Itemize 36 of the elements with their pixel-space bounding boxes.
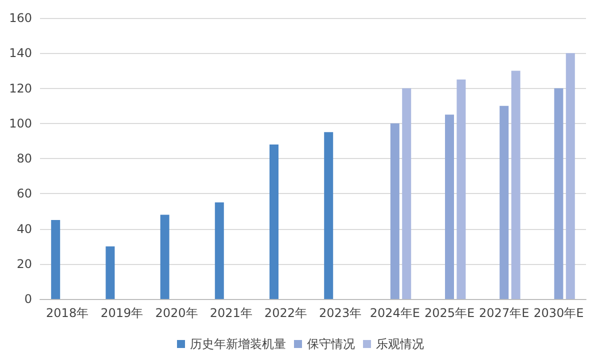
y-tick-label: 0 [24, 292, 32, 306]
x-tick-label: 2021年 [210, 306, 252, 320]
y-tick-label: 80 [16, 152, 32, 166]
x-tick-label: 2019年 [100, 306, 144, 320]
bar [270, 144, 278, 299]
bar [106, 246, 115, 299]
y-tick-label: 20 [16, 256, 32, 271]
x-tick-label: 2027年E [479, 306, 530, 320]
bar [402, 88, 412, 299]
bar [500, 106, 509, 299]
legend-label: 保守情况 [307, 337, 355, 351]
y-tick-label: 40 [16, 222, 32, 236]
bar [554, 88, 564, 299]
bar [51, 220, 60, 299]
bar [511, 70, 520, 299]
bar [324, 132, 334, 299]
legend-label: 历史年新增装机量 [190, 337, 286, 351]
bar [214, 202, 224, 299]
y-tick-label: 120 [9, 81, 32, 96]
x-tick-label: 2022年 [264, 306, 307, 320]
bar [445, 114, 454, 299]
bar [566, 53, 575, 299]
bar [160, 214, 170, 299]
y-tick-label: 60 [16, 186, 32, 201]
x-tick-label: 2018年 [46, 306, 89, 320]
y-tick-label: 140 [9, 46, 32, 60]
bar [390, 123, 400, 299]
bar [456, 79, 466, 299]
y-tick-label: 160 [9, 11, 32, 25]
x-tick-label: 2023年 [319, 306, 362, 320]
legend-label: 乐观情况 [376, 337, 424, 351]
x-tick-label: 2030年E [534, 306, 584, 320]
y-tick-label: 100 [9, 116, 32, 130]
x-tick-label: 2020年 [155, 306, 198, 320]
x-tick-label: 2025年E [424, 306, 475, 320]
x-tick-label: 2024年E [370, 306, 420, 320]
